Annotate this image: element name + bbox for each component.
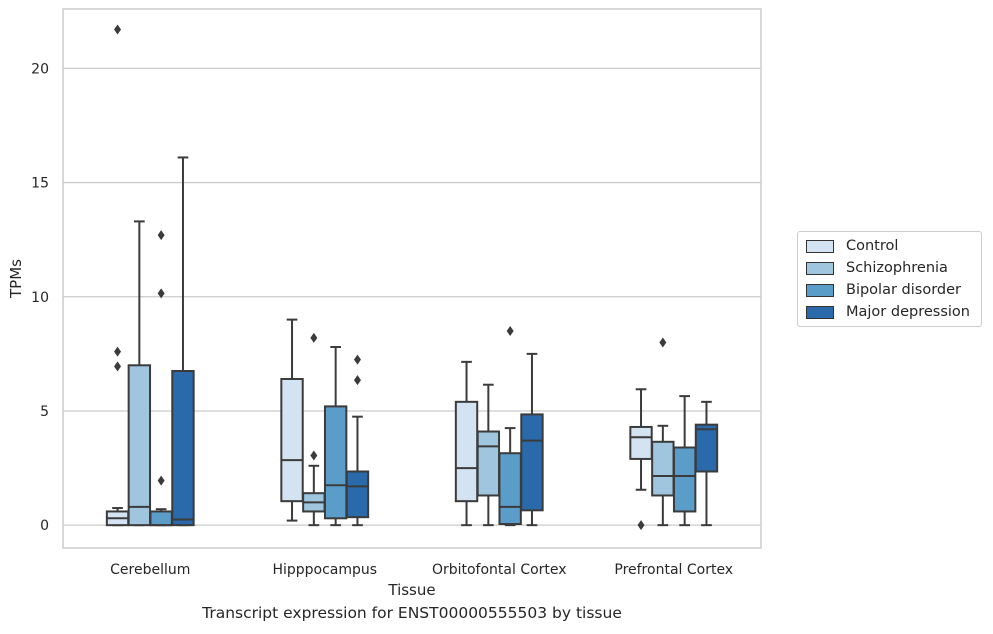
box-schizophrenia [127, 220, 152, 527]
y-tick-label: 5 [40, 404, 49, 420]
outlier-point [157, 288, 165, 299]
box-body [629, 425, 653, 460]
legend-swatch-schizophrenia [806, 261, 834, 275]
legend-label-control: Control [846, 238, 899, 254]
legend-item-bipolar-disorder: Bipolar disorder [806, 279, 961, 301]
figure-caption: Transcript expression for ENST0000055550… [202, 604, 622, 622]
box-bipolar-disorder [323, 346, 348, 527]
legend-item-major-depression: Major depression [806, 301, 970, 323]
x-tick-label: Prefrontal Cortex [614, 562, 733, 578]
box-body [280, 377, 304, 503]
legend-item-schizophrenia: Schizophrenia [806, 257, 948, 279]
box-body [672, 446, 697, 513]
x-tick-label: Orbitofontal Cortex [432, 562, 567, 578]
outlier-point [114, 346, 122, 357]
box-body [454, 400, 479, 503]
box-schizophrenia [302, 332, 326, 527]
box-major-depression [694, 400, 719, 527]
outlier-point [506, 326, 514, 337]
box-schizophrenia [651, 337, 675, 527]
outlier-point [353, 354, 361, 365]
box-schizophrenia [476, 383, 501, 527]
legend-swatch-major-depression [806, 305, 834, 319]
legend-swatch-control [806, 239, 834, 253]
outlier-point [353, 375, 361, 386]
legend-swatch-bipolar-disorder [806, 283, 834, 297]
box-body [149, 510, 173, 527]
outlier-point [310, 450, 318, 461]
box-bipolar-disorder [149, 230, 173, 527]
box-body [520, 413, 544, 512]
box-body [694, 423, 719, 473]
outlier-point [114, 24, 122, 35]
box-control [280, 318, 304, 522]
legend-label-bipolar-disorder: Bipolar disorder [846, 282, 961, 298]
legend-item-control: Control [806, 235, 898, 257]
outlier-point [157, 475, 165, 486]
outlier-point [114, 361, 122, 372]
outlier-point [637, 520, 645, 531]
box-body [651, 440, 675, 497]
box-major-depression [345, 354, 370, 527]
box-body [476, 430, 501, 497]
outlier-point [157, 230, 165, 241]
box-body [345, 470, 370, 519]
tick-labels: 0 5 10 15 20 Cerebellum Hipppocampus Orbitofont… [31, 61, 733, 578]
box-control [105, 24, 130, 527]
legend-label-major-depression: Major depression [846, 304, 970, 320]
box-bipolar-disorder [672, 395, 697, 527]
plot-frame [62, 8, 762, 549]
outlier-point [310, 332, 318, 343]
box-major-depression [171, 156, 195, 527]
y-tick-label: 15 [31, 176, 49, 192]
y-tick-label: 0 [40, 518, 49, 534]
y-tick-label: 10 [31, 290, 49, 306]
box-body [127, 364, 152, 527]
box-control [454, 360, 479, 527]
box-major-depression [520, 352, 544, 527]
box-body [498, 452, 522, 526]
box-bipolar-disorder [498, 326, 522, 527]
x-tick-label: Hipppocampus [272, 562, 377, 578]
box-plot-area [105, 24, 719, 531]
box-body [171, 369, 195, 527]
y-tick-label: 20 [31, 61, 49, 77]
y-axis-label: TPMs [7, 259, 25, 299]
legend: Control Schizophrenia Bipolar disorder M… [797, 231, 982, 327]
legend-label-schizophrenia: Schizophrenia [846, 260, 948, 276]
outlier-point [659, 337, 667, 348]
x-axis-label: Tissue [387, 581, 435, 599]
box-body [323, 405, 348, 520]
x-tick-label: Cerebellum [110, 562, 190, 578]
